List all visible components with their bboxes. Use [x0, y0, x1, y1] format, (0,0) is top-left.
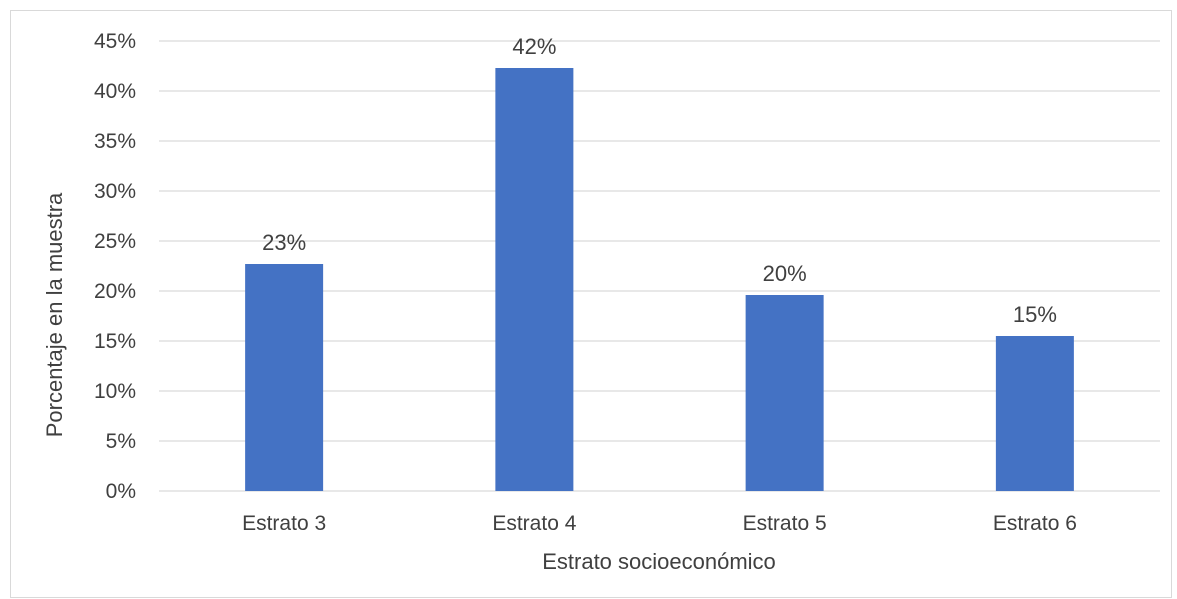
bar [745, 295, 824, 491]
y-axis-tick-labels: 0% 5% 10% 15% 20% 25% 30% 35% 40% 45% [94, 30, 136, 503]
x-tick-label: Estrato 6 [993, 512, 1077, 535]
y-tick-label: 5% [106, 430, 136, 453]
data-label: 23% [262, 230, 306, 255]
y-tick-label: 10% [94, 380, 136, 403]
y-tick-label: 15% [94, 330, 136, 353]
y-tick-label: 45% [94, 30, 136, 53]
y-tick-label: 20% [94, 280, 136, 303]
x-axis-tick-labels: Estrato 3 Estrato 4 Estrato 5 Estrato 6 [242, 512, 1077, 535]
y-tick-label: 25% [94, 230, 136, 253]
x-tick-label: Estrato 5 [743, 512, 827, 535]
x-tick-label: Estrato 4 [492, 512, 576, 535]
x-tick-label: Estrato 3 [242, 512, 326, 535]
data-label: 20% [763, 261, 807, 286]
y-tick-label: 35% [94, 130, 136, 153]
chart-frame [10, 10, 1172, 598]
bars [245, 68, 1074, 491]
bar [245, 264, 324, 491]
y-tick-label: 30% [94, 180, 136, 203]
bar [495, 68, 574, 491]
x-axis-title: Estrato socioeconómico [542, 549, 776, 574]
y-axis-title: Porcentaje en la muestra [42, 192, 67, 437]
y-tick-label: 0% [106, 480, 136, 503]
data-label: 15% [1013, 302, 1057, 327]
bar [995, 336, 1074, 491]
data-labels: 23% 42% 20% 15% [262, 34, 1057, 327]
y-tick-label: 40% [94, 80, 136, 103]
data-label: 42% [512, 34, 556, 59]
gridlines [159, 40, 1160, 492]
